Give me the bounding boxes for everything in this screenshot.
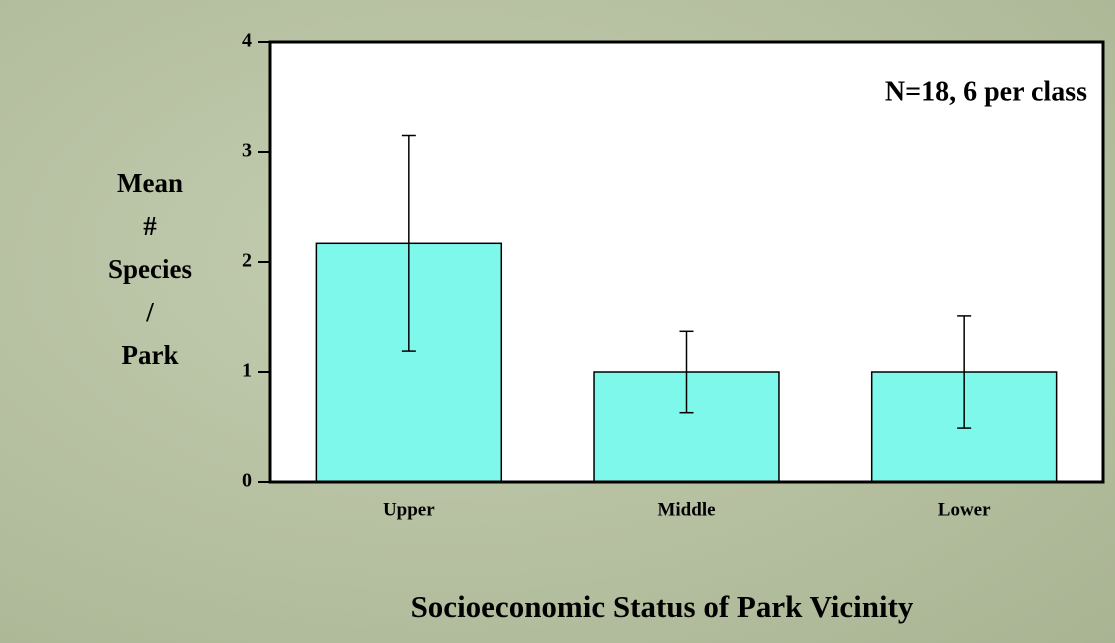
x-axis-label: Socioeconomic Status of Park Vicinity (411, 589, 914, 624)
plot-frame (268, 40, 1105, 484)
x-tick-label: Lower (938, 499, 991, 520)
y-tick-label: 1 (242, 360, 252, 382)
y-axis-label: / (145, 297, 154, 327)
y-tick-label: 3 (242, 140, 252, 162)
x-tick-label: Upper (383, 499, 435, 520)
y-axis-label: Mean (117, 168, 183, 198)
y-axis-label: # (143, 211, 157, 241)
x-tick-label: Middle (657, 499, 715, 520)
y-tick-label: 4 (242, 30, 252, 52)
y-tick-label: 0 (242, 470, 252, 492)
y-axis-label: Species (108, 254, 192, 284)
annotation: N=18, 6 per class (885, 76, 1087, 107)
y-axis-label: Park (122, 340, 179, 370)
y-tick-label: 2 (242, 250, 252, 272)
